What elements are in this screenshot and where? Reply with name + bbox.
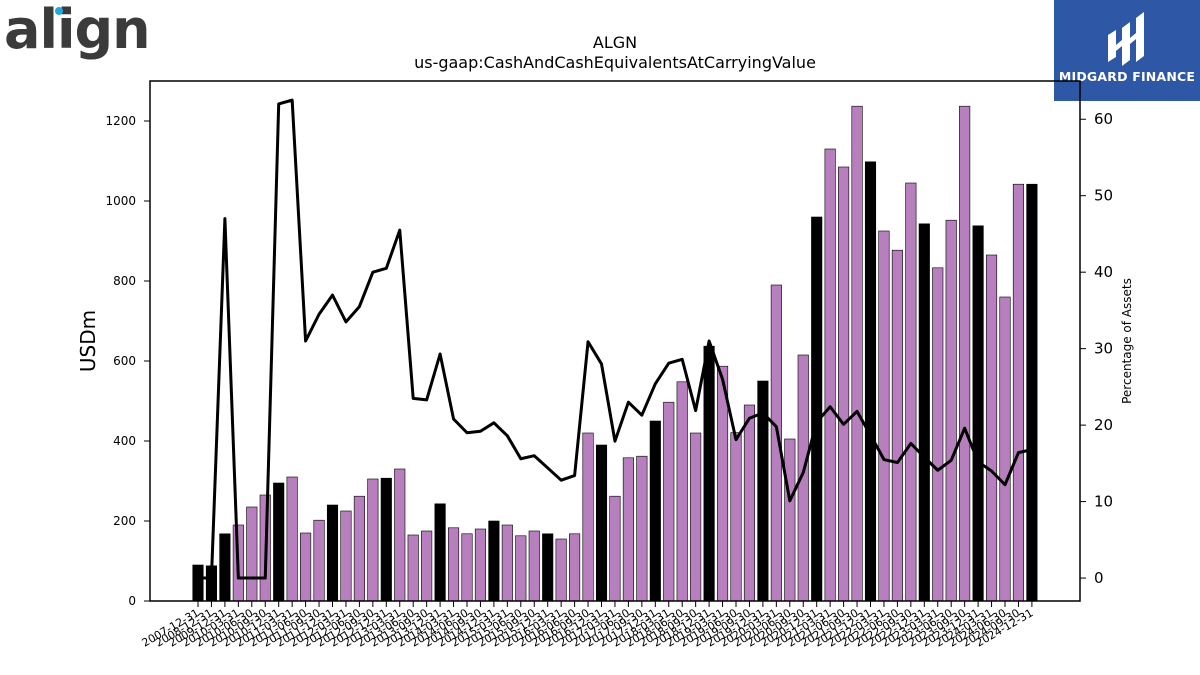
bar (192, 564, 204, 602)
y-axis-left: 0 200 400 600 800 1000 1200 (105, 114, 150, 608)
bar (851, 105, 863, 602)
partner-label: MIDGARD FINANCE (1058, 69, 1196, 84)
bar (622, 457, 634, 602)
bar (353, 495, 365, 602)
y2-tick-label: 60 (1094, 110, 1113, 128)
bar (999, 296, 1011, 602)
bar (582, 432, 594, 602)
bar (326, 504, 339, 602)
bar (811, 216, 823, 602)
bar (380, 477, 392, 602)
bar (743, 404, 756, 602)
percentage-line (198, 98, 1033, 580)
bar (972, 225, 984, 602)
align-logo: align (2, 0, 151, 62)
midgard-finance-logo-icon (1108, 12, 1144, 66)
bar (959, 105, 971, 602)
y-axis-label: USDm (76, 310, 100, 372)
align-logo-wordmark: align (4, 0, 151, 61)
bar (367, 478, 379, 602)
bar (488, 520, 500, 602)
y2-tick-label: 50 (1094, 187, 1113, 205)
bar (569, 533, 581, 602)
bar (219, 533, 231, 602)
bar (932, 267, 944, 602)
bar (784, 438, 796, 602)
bar (474, 528, 487, 602)
bar (501, 524, 513, 602)
bar (636, 455, 648, 602)
bar (447, 527, 460, 602)
y2-tick-label: 0 (1094, 569, 1104, 587)
bar (528, 530, 540, 602)
y2-tick-label: 30 (1094, 340, 1113, 358)
bar (690, 432, 702, 602)
bar (649, 420, 661, 602)
bar (918, 223, 930, 602)
bar (945, 219, 957, 602)
bar (730, 432, 742, 602)
midgard-finance-badge: MIDGARD FINANCE (1054, 0, 1200, 101)
bar (905, 182, 917, 602)
x-axis: 2007-12-312008-12-312009-12-312010-03-31… (140, 601, 1035, 650)
bar (434, 503, 446, 602)
y-tick-label: 400 (113, 434, 136, 448)
bar (421, 530, 433, 602)
bar (286, 476, 298, 602)
bar (824, 148, 836, 602)
bar (1026, 183, 1038, 602)
chart-subtitle: us-gaap:CashAndCashEquivalentsAtCarrying… (414, 53, 816, 72)
y-tick-label: 800 (113, 274, 136, 288)
bar (300, 532, 312, 602)
bar (676, 381, 688, 602)
bar (407, 534, 419, 602)
bar (663, 401, 675, 602)
y-tick-label: 1200 (105, 114, 136, 128)
y-axis-right: 0 10 20 30 40 50 60 (1080, 110, 1113, 587)
bar (246, 506, 258, 602)
bar (461, 533, 473, 602)
line-layer (198, 98, 1033, 580)
bar (273, 482, 285, 602)
bar (985, 254, 998, 602)
bar (515, 535, 527, 602)
y2-axis-label: Percentage of Assets (1120, 278, 1134, 404)
chart-title: ALGN (593, 33, 637, 52)
bar (891, 249, 903, 602)
bar (555, 538, 567, 602)
y-tick-label: 1000 (105, 194, 136, 208)
y2-tick-label: 40 (1094, 263, 1113, 281)
bar (595, 444, 608, 602)
y2-tick-label: 10 (1094, 493, 1113, 511)
align-logo-dot (55, 7, 63, 15)
bar (542, 533, 554, 602)
bar (703, 345, 715, 602)
bar (340, 510, 352, 602)
bar (838, 166, 850, 602)
bar (878, 230, 890, 602)
y-tick-label: 600 (113, 354, 136, 368)
y-tick-label: 200 (113, 514, 136, 528)
bar (394, 468, 406, 602)
bar (609, 495, 621, 602)
y-tick-label: 0 (128, 594, 136, 608)
bars-layer (192, 105, 1038, 602)
bar (1012, 183, 1025, 602)
bar (864, 161, 877, 602)
y2-tick-label: 20 (1094, 416, 1113, 434)
bar (313, 519, 325, 602)
